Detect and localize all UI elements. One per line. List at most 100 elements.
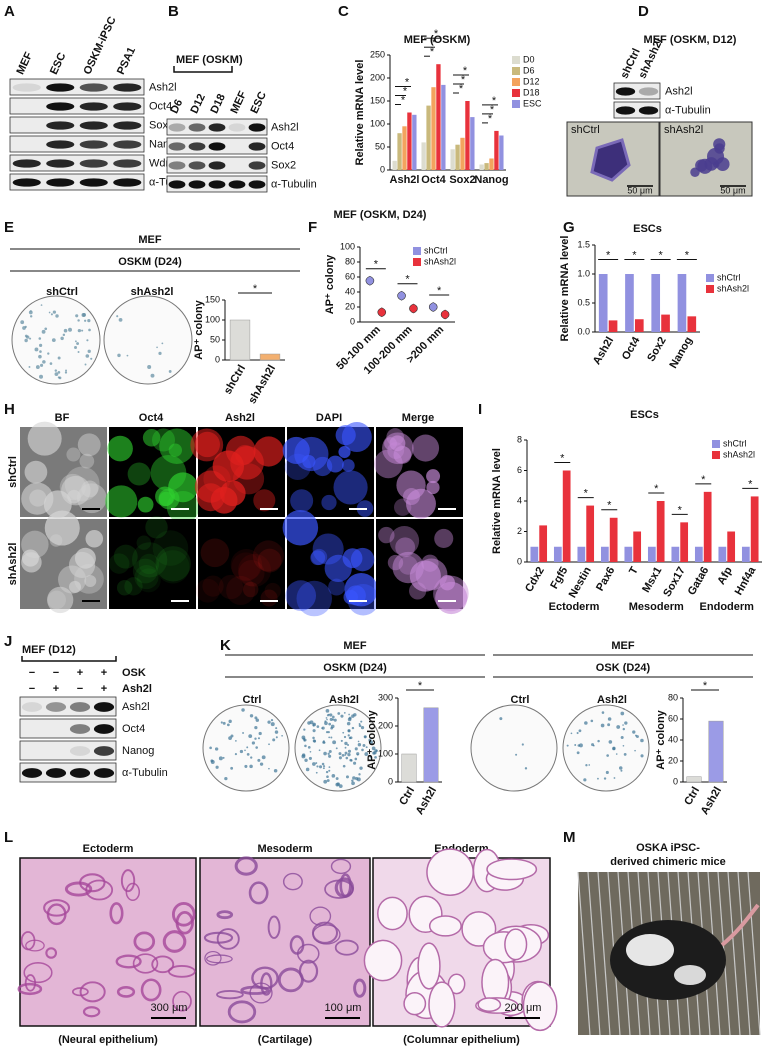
colony-dot xyxy=(624,721,628,725)
x-tick-label: Msx1 xyxy=(640,565,664,595)
sig-label: * xyxy=(418,680,423,692)
y-tick-label: 0 xyxy=(517,556,522,566)
colony-dot xyxy=(39,374,44,379)
colony-dot xyxy=(249,714,254,718)
blot-band xyxy=(228,180,246,189)
colony-dot xyxy=(322,767,325,770)
bar xyxy=(479,164,484,170)
blot-band xyxy=(46,159,75,168)
colony-dot xyxy=(84,363,87,366)
colony-dot xyxy=(369,756,373,759)
sig-label: * xyxy=(701,474,706,486)
cell-cluster xyxy=(421,554,439,572)
blot-band xyxy=(168,123,186,132)
colony-dot xyxy=(305,767,310,772)
colony-dot xyxy=(246,753,250,756)
blot-col-label: ESC xyxy=(248,90,268,116)
colony-dot xyxy=(620,735,624,740)
cell-cluster xyxy=(310,550,326,566)
colony-dot xyxy=(353,761,357,765)
sig-label: * xyxy=(748,478,753,490)
cell-cluster xyxy=(235,444,255,465)
legend-label: D6 xyxy=(523,65,535,75)
colony-dot xyxy=(335,782,340,787)
colony-dot xyxy=(275,736,278,739)
blot-band xyxy=(69,724,91,734)
blot-strip xyxy=(9,135,145,153)
colony-dot xyxy=(255,746,258,749)
colony-dot xyxy=(344,746,347,749)
colony-dot xyxy=(57,371,61,374)
tissue xyxy=(109,902,124,925)
blot-col-label: D6 xyxy=(168,98,185,116)
blot-row-label: Ash2l xyxy=(122,701,150,713)
colony-dot xyxy=(357,743,362,747)
bar xyxy=(402,126,407,170)
sign: + xyxy=(53,683,59,695)
cell-cluster xyxy=(155,546,191,582)
cell-cluster xyxy=(338,445,351,459)
colony-dot xyxy=(87,318,91,323)
colony-dot xyxy=(275,727,278,730)
blot-strip xyxy=(19,762,117,783)
panel-letter: I xyxy=(478,401,482,418)
blot-col-label: ESC xyxy=(48,51,68,77)
blot-band xyxy=(69,768,91,778)
colony-dot xyxy=(605,770,609,775)
y-tick-label: 0 xyxy=(215,354,220,364)
colony-dot xyxy=(590,719,594,723)
legend-swatch xyxy=(512,89,520,97)
colony-dot xyxy=(234,753,238,756)
colony-dot xyxy=(357,740,360,743)
blot-col-label: MEF xyxy=(228,89,249,115)
colony-dot xyxy=(38,354,42,359)
lumen xyxy=(417,942,441,990)
colony-dot xyxy=(270,722,275,727)
plate-label: Ctrl xyxy=(243,694,262,706)
blot-strip xyxy=(9,78,145,96)
bar xyxy=(426,105,431,170)
colony-dot xyxy=(40,363,44,367)
bar xyxy=(708,720,724,783)
colony-dot xyxy=(329,713,333,717)
colony-dot xyxy=(161,342,164,345)
colony-dot xyxy=(338,784,343,789)
legend-label: shAsh2l xyxy=(717,283,749,293)
colony-dot xyxy=(328,722,332,726)
colony-dot xyxy=(304,744,307,748)
x-tick-label: Gata6 xyxy=(686,565,712,597)
x-tick-label: T xyxy=(627,565,641,577)
colony-dot xyxy=(272,738,276,742)
x-tick-label: Ash2l xyxy=(699,785,724,817)
blot-band xyxy=(113,83,142,92)
legend-swatch xyxy=(712,440,720,448)
colony-dot xyxy=(39,350,42,353)
sig-label: * xyxy=(685,249,690,261)
sig-label: * xyxy=(490,104,495,116)
colony-dot xyxy=(356,752,360,756)
colony-dot xyxy=(75,314,79,318)
sign: − xyxy=(77,683,83,695)
group-label: Mesoderm xyxy=(629,601,684,613)
colony-dot xyxy=(281,734,283,737)
colony-dot xyxy=(346,721,351,726)
sig-label: * xyxy=(432,37,437,49)
cell-cluster xyxy=(145,516,168,539)
colony-dot xyxy=(566,744,569,747)
cell-cluster xyxy=(132,558,158,584)
blot-col-label: PSA1 xyxy=(115,45,138,76)
violin xyxy=(440,309,450,320)
cell-cluster xyxy=(237,553,272,587)
cell-cluster xyxy=(24,460,48,484)
sig-label: * xyxy=(584,487,589,499)
blot-band xyxy=(248,123,266,132)
cell-cluster xyxy=(389,526,420,556)
plate-label: shCtrl xyxy=(46,286,78,298)
sig-label: * xyxy=(459,83,464,95)
lumen xyxy=(447,973,466,995)
tissue xyxy=(249,982,273,1004)
sign: − xyxy=(29,667,35,679)
blot-band xyxy=(113,140,142,149)
colony-dot xyxy=(607,717,612,721)
cell-cluster xyxy=(230,549,263,581)
